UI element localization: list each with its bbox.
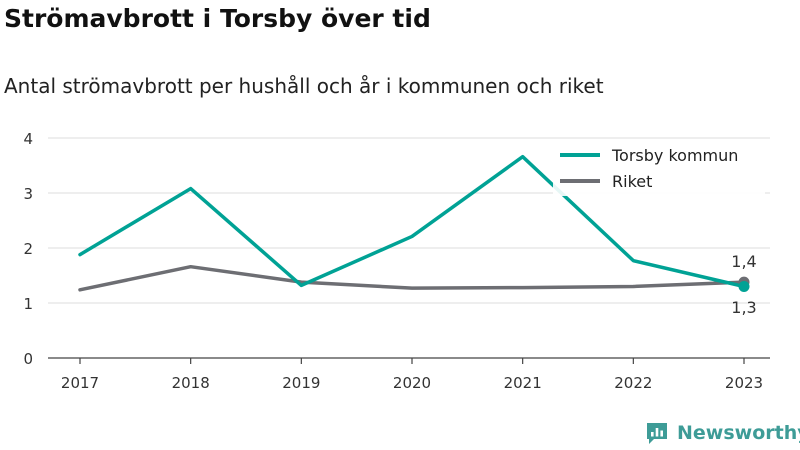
bar-chart-logo-icon	[647, 423, 667, 444]
x-tick-label: 2023	[725, 374, 763, 392]
x-tick-label: 2018	[172, 374, 210, 392]
brand-name: Newsworthy	[677, 422, 800, 444]
x-tick-label: 2022	[614, 374, 652, 392]
newsworthy-brand: Newsworthy	[645, 418, 800, 448]
legend-label: Torsby kommun	[611, 146, 738, 165]
legend-label: Riket	[612, 172, 652, 191]
y-tick-label: 1	[23, 295, 33, 313]
series-line-riket	[78, 264, 746, 292]
y-tick-label: 0	[23, 350, 33, 368]
legend-background	[553, 140, 765, 196]
x-tick-label: 2020	[393, 374, 431, 392]
series-line-torsby-kommun	[78, 154, 746, 289]
end-point-torsby-kommun	[738, 281, 750, 292]
y-tick-label: 3	[23, 185, 33, 203]
chart-title: Strömavbrott i Torsby över tid	[4, 4, 431, 33]
y-tick-label: 4	[23, 130, 33, 148]
chart-subtitle: Antal strömavbrott per hushåll och år i …	[4, 74, 604, 98]
end-value-label: 1,4	[731, 252, 756, 271]
x-tick-label: 2017	[61, 374, 99, 392]
x-tick-label: 2021	[504, 374, 542, 392]
y-tick-label: 2	[23, 240, 33, 258]
end-value-label: 1,3	[731, 298, 756, 317]
x-tick-label: 2019	[282, 374, 320, 392]
